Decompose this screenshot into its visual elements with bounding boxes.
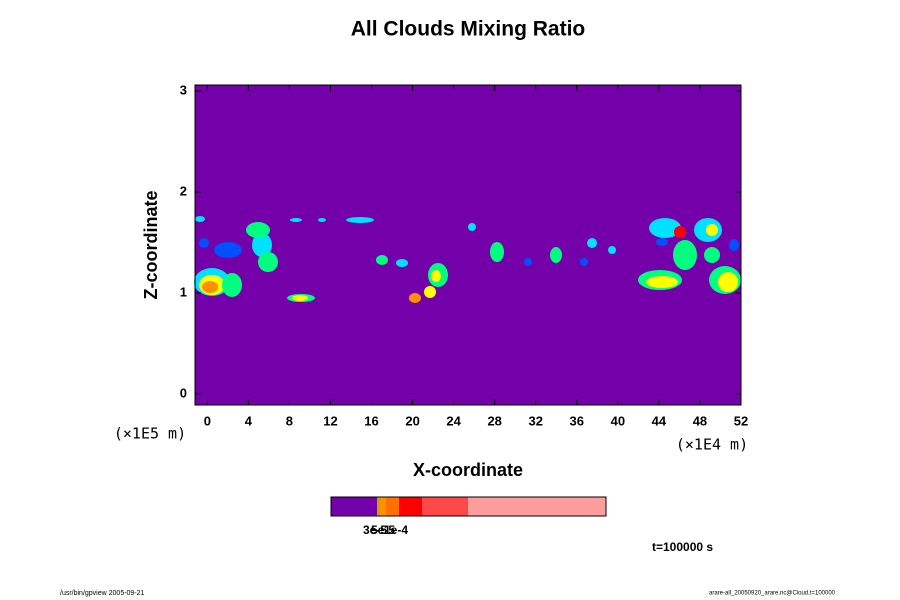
x-tick-label: 36 xyxy=(570,413,584,428)
cloud-shape xyxy=(674,226,686,238)
colorbar-segment xyxy=(468,497,606,516)
x-tick-label: 0 xyxy=(204,413,211,428)
y-tick-label: 0 xyxy=(180,385,187,400)
x-tick-label: 8 xyxy=(286,413,293,428)
cloud-shape xyxy=(656,238,668,246)
colorbar-segment xyxy=(377,497,380,516)
colorbar-segment xyxy=(399,497,422,516)
colorbar-segment xyxy=(331,497,377,516)
x-tick-label: 28 xyxy=(487,413,501,428)
cloud-shape xyxy=(729,239,739,251)
x-tick-label: 24 xyxy=(446,413,461,428)
cloud-shape xyxy=(202,281,218,293)
x-tick-label: 4 xyxy=(245,413,253,428)
cloud-shape xyxy=(195,216,205,222)
cloud-shape xyxy=(292,295,308,301)
cloud-shape xyxy=(222,273,242,297)
plot-area xyxy=(194,84,742,406)
x-tick-label: 48 xyxy=(693,413,707,428)
colorbar-label: 3e-5 xyxy=(363,523,387,537)
colorbar-segment xyxy=(422,497,468,516)
cloud-shape xyxy=(706,224,718,236)
x-tick-label: 44 xyxy=(652,413,667,428)
cloud-shape xyxy=(718,272,738,292)
y-tick-label: 3 xyxy=(180,82,187,97)
colorbar-label: 5e-5 xyxy=(371,523,395,537)
colorbar-frame xyxy=(330,496,607,517)
colorbar-label: 1e-4 xyxy=(384,523,408,537)
chart-title: All Clouds Mixing Ratio xyxy=(351,18,586,41)
cloud-shape xyxy=(649,218,681,238)
cloud-shape xyxy=(431,270,441,282)
cloud-shape xyxy=(246,222,270,238)
cloud-shape xyxy=(318,218,326,222)
colorbar-segment xyxy=(386,497,399,516)
colorbar-segment xyxy=(380,497,386,516)
cloud-shape xyxy=(346,217,374,223)
footer-right: arare-all_20050920_arare.nc@Cloud,t=1000… xyxy=(709,591,836,597)
x-tick-label: 20 xyxy=(405,413,419,428)
cloud-shape xyxy=(409,293,421,303)
cloud-shape xyxy=(550,247,562,263)
x-tick-label: 12 xyxy=(323,413,337,428)
cloud-shape xyxy=(704,247,720,263)
y-tick-label: 1 xyxy=(180,284,187,299)
y-axis-label: Z-coordinate xyxy=(141,190,161,299)
plot-background xyxy=(195,85,741,405)
cloud-shape xyxy=(258,252,278,272)
cloud-shape xyxy=(468,223,476,231)
x-tick-label: 16 xyxy=(364,413,378,428)
x-axis-label: X-coordinate xyxy=(413,460,523,480)
cloud-shape xyxy=(396,259,408,267)
cloud-shape xyxy=(524,258,532,266)
cloud-shape xyxy=(424,286,436,298)
footer-left: /usr/bin/gpview 2005-09-21 xyxy=(60,590,145,597)
y-tick-label: 2 xyxy=(180,183,187,198)
cloud-shape xyxy=(580,258,588,266)
cloud-shape xyxy=(587,238,597,248)
cloud-shape xyxy=(646,276,678,288)
cloud-shape xyxy=(673,240,697,270)
cloud-shape xyxy=(199,238,209,248)
cloud-shape xyxy=(290,218,302,222)
cloud-shape xyxy=(252,233,272,257)
cloud-shape xyxy=(214,242,242,258)
x-tick-label: 32 xyxy=(529,413,543,428)
plot-frame xyxy=(194,84,742,406)
y-unit: (×1E5 m) xyxy=(114,425,186,443)
x-tick-label: 40 xyxy=(611,413,625,428)
x-tick-label: 52 xyxy=(734,413,748,428)
cloud-shape xyxy=(490,242,504,262)
time-label: t=100000 s xyxy=(652,540,713,554)
cloud-shape xyxy=(608,246,616,254)
x-unit: (×1E4 m) xyxy=(676,436,748,454)
cloud-shape xyxy=(376,255,388,265)
